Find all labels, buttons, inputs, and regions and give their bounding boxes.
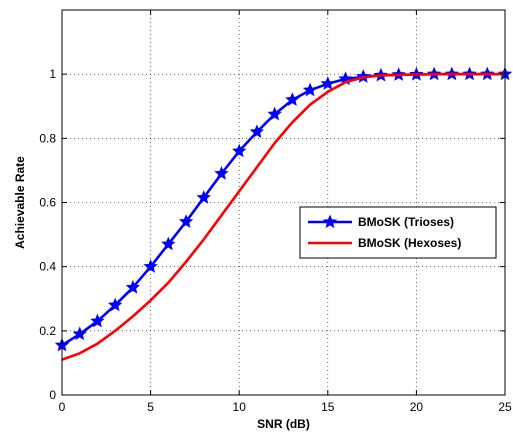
- x-tick-label: 10: [233, 400, 247, 414]
- data-point: [320, 76, 335, 90]
- x-tick-label: 15: [321, 400, 335, 414]
- data-point: [178, 214, 194, 228]
- legend-marker: [322, 214, 338, 229]
- x-tick-label: 5: [147, 400, 154, 414]
- x-tick-label: 0: [59, 400, 66, 414]
- y-axis-label: Achievable Rate: [13, 156, 27, 249]
- series-2: [61, 72, 505, 361]
- data-point: [107, 297, 123, 312]
- legend-box: [299, 206, 497, 259]
- data-point: [302, 82, 318, 97]
- legend: BMoSK (Trioses) BMoSK (Hexoses): [299, 206, 497, 259]
- y-tick-label: 0.4: [39, 260, 56, 274]
- x-tick-label: 25: [498, 400, 512, 414]
- data-point: [285, 92, 300, 106]
- y-tick-label: 0.8: [39, 131, 56, 145]
- data-point: [232, 143, 247, 158]
- y-tick-label: 1: [49, 67, 56, 81]
- x-tick-label: 20: [410, 400, 424, 414]
- data-point: [267, 106, 282, 121]
- data-point: [125, 279, 141, 294]
- legend-label: BMoSK (Trioses): [358, 215, 454, 229]
- series-line: [61, 72, 505, 361]
- legend-label: BMoSK (Hexoses): [358, 236, 461, 250]
- data-point: [90, 313, 105, 328]
- y-tick-label: 0: [49, 388, 56, 402]
- data-point: [249, 124, 265, 139]
- data-point: [196, 190, 211, 204]
- x-axis-label: SNR (dB): [257, 417, 310, 431]
- y-tick-label: 0.6: [39, 196, 56, 210]
- data-point: [143, 259, 158, 273]
- data-point: [161, 236, 176, 251]
- y-tick-label: 0.2: [39, 324, 56, 338]
- data-point: [214, 166, 229, 180]
- data-point: [72, 326, 87, 341]
